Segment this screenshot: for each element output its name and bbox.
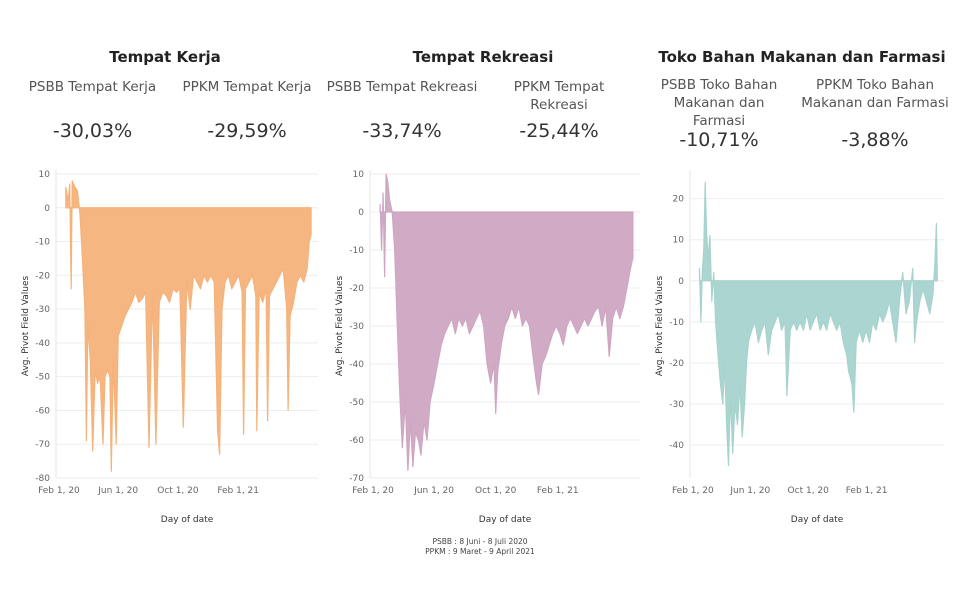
panel-title: Toko Bahan Makanan dan Farmasi (658, 48, 946, 66)
panel-title: Tempat Rekreasi (412, 48, 554, 66)
kpi-value-psbb: -30,03% (52, 120, 133, 142)
y-tick-label: 0 (358, 208, 364, 218)
y-tick-label: -20 (669, 359, 684, 369)
kpi-label-ppkm: PPKM Tempat Kerja (182, 79, 312, 95)
x-tick-label: Feb 1, 20 (352, 486, 394, 496)
y-axis-title: Avg. Pivot Field Values (21, 276, 31, 377)
x-tick-label: Feb 1, 21 (537, 486, 579, 496)
y-axis-title: Avg. Pivot Field Values (655, 276, 665, 377)
x-tick-label: Oct 1, 20 (475, 486, 517, 496)
y-tick-label: -10 (35, 238, 50, 248)
x-tick-label: Jun 1, 20 (97, 486, 138, 496)
kpi-value-psbb: -10,71% (679, 129, 759, 151)
y-tick-label: -30 (349, 322, 364, 332)
kpi-value-psbb: -33,74% (362, 120, 442, 142)
x-tick-label: Feb 1, 20 (38, 486, 80, 496)
y-tick-label: -60 (349, 436, 364, 446)
x-axis-title: Day of date (791, 515, 844, 525)
y-tick-label: -40 (35, 339, 50, 349)
x-tick-label: Feb 1, 21 (846, 486, 888, 496)
kpi-label-psbb: PSBB Tempat Kerja (28, 79, 157, 95)
panel-tempat-rekreasi: Tempat Rekreasi PSBB Tempat Rekreasi PPK… (322, 0, 644, 540)
kpi-value-ppkm: -25,44% (519, 120, 599, 142)
y-tick-label: 20 (673, 195, 685, 205)
kpi-value-ppkm: -3,88% (841, 129, 909, 151)
x-tick-label: Feb 1, 21 (217, 486, 259, 496)
x-tick-label: Oct 1, 20 (157, 486, 199, 496)
y-tick-label: -60 (35, 406, 50, 416)
y-axis-title: Avg. Pivot Field Values (335, 276, 345, 377)
kpi-value-ppkm: -29,59% (207, 120, 287, 142)
kpi-label-ppkm: PPKM Toko Bahan Makanan dan Farmasi (801, 77, 949, 111)
area-chart-tempat-kerja: 10 0 -10 -20 -30 -40 -50 -60 -70 -80 Feb 1, 20 Jun … (21, 170, 318, 525)
area-chart-toko-bahan-makanan: 20 10 0 -10 -20 -30 -40 Feb 1, 20 Jun 1, 20 Oct 1… (655, 170, 944, 525)
panel-toko-bahan-makanan: Toko Bahan Makanan dan Farmasi PSBB Toko… (644, 0, 960, 540)
y-tick-label: 10 (353, 170, 365, 180)
y-tick-label: -80 (35, 474, 50, 484)
y-tick-label: -10 (669, 318, 684, 328)
y-tick-label: -30 (35, 305, 50, 315)
area-series (698, 181, 938, 467)
x-tick-label: Jun 1, 20 (729, 486, 770, 496)
y-tick-label: 10 (673, 236, 685, 246)
y-tick-label: 10 (39, 170, 51, 180)
y-tick-label: -70 (349, 474, 364, 484)
x-tick-label: Feb 1, 20 (672, 486, 714, 496)
area-series (65, 180, 312, 472)
y-tick-label: -30 (669, 400, 684, 410)
x-axis-title: Day of date (161, 515, 214, 525)
y-tick-label: -50 (35, 373, 50, 383)
footnote-ppkm: PPKM : 9 Maret - 9 April 2021 (425, 547, 535, 556)
panel-tempat-kerja: Tempat Kerja PSBB Tempat Kerja PPKM Temp… (0, 0, 330, 540)
y-tick-label: -20 (349, 284, 364, 294)
area-series (379, 173, 634, 471)
y-tick-label: -40 (669, 441, 684, 451)
y-tick-label: -50 (349, 398, 364, 408)
y-tick-label: 0 (678, 277, 684, 287)
panel-title: Tempat Kerja (109, 48, 221, 66)
x-tick-label: Oct 1, 20 (788, 486, 830, 496)
area-chart-tempat-rekreasi: 10 0 -10 -20 -30 -40 -50 -60 -70 Feb 1, 20 Jun 1, … (335, 170, 640, 525)
kpi-label-psbb: PSBB Tempat Rekreasi (326, 79, 478, 95)
kpi-label-psbb: PSBB Toko Bahan Makanan dan Farmasi (660, 77, 778, 129)
y-tick-label: 0 (44, 204, 50, 214)
y-tick-label: -10 (349, 246, 364, 256)
y-tick-label: -40 (349, 360, 364, 370)
footnote: PSBB : 8 Juni - 8 Juli 2020 PPKM : 9 Mar… (0, 537, 960, 557)
footnote-psbb: PSBB : 8 Juni - 8 Juli 2020 (432, 537, 528, 546)
y-tick-label: -20 (35, 271, 50, 281)
x-tick-label: Jun 1, 20 (413, 486, 454, 496)
y-tick-label: -70 (35, 440, 50, 450)
kpi-label-ppkm: PPKM Tempat Rekreasi (513, 79, 605, 113)
x-axis-title: Day of date (479, 515, 532, 525)
